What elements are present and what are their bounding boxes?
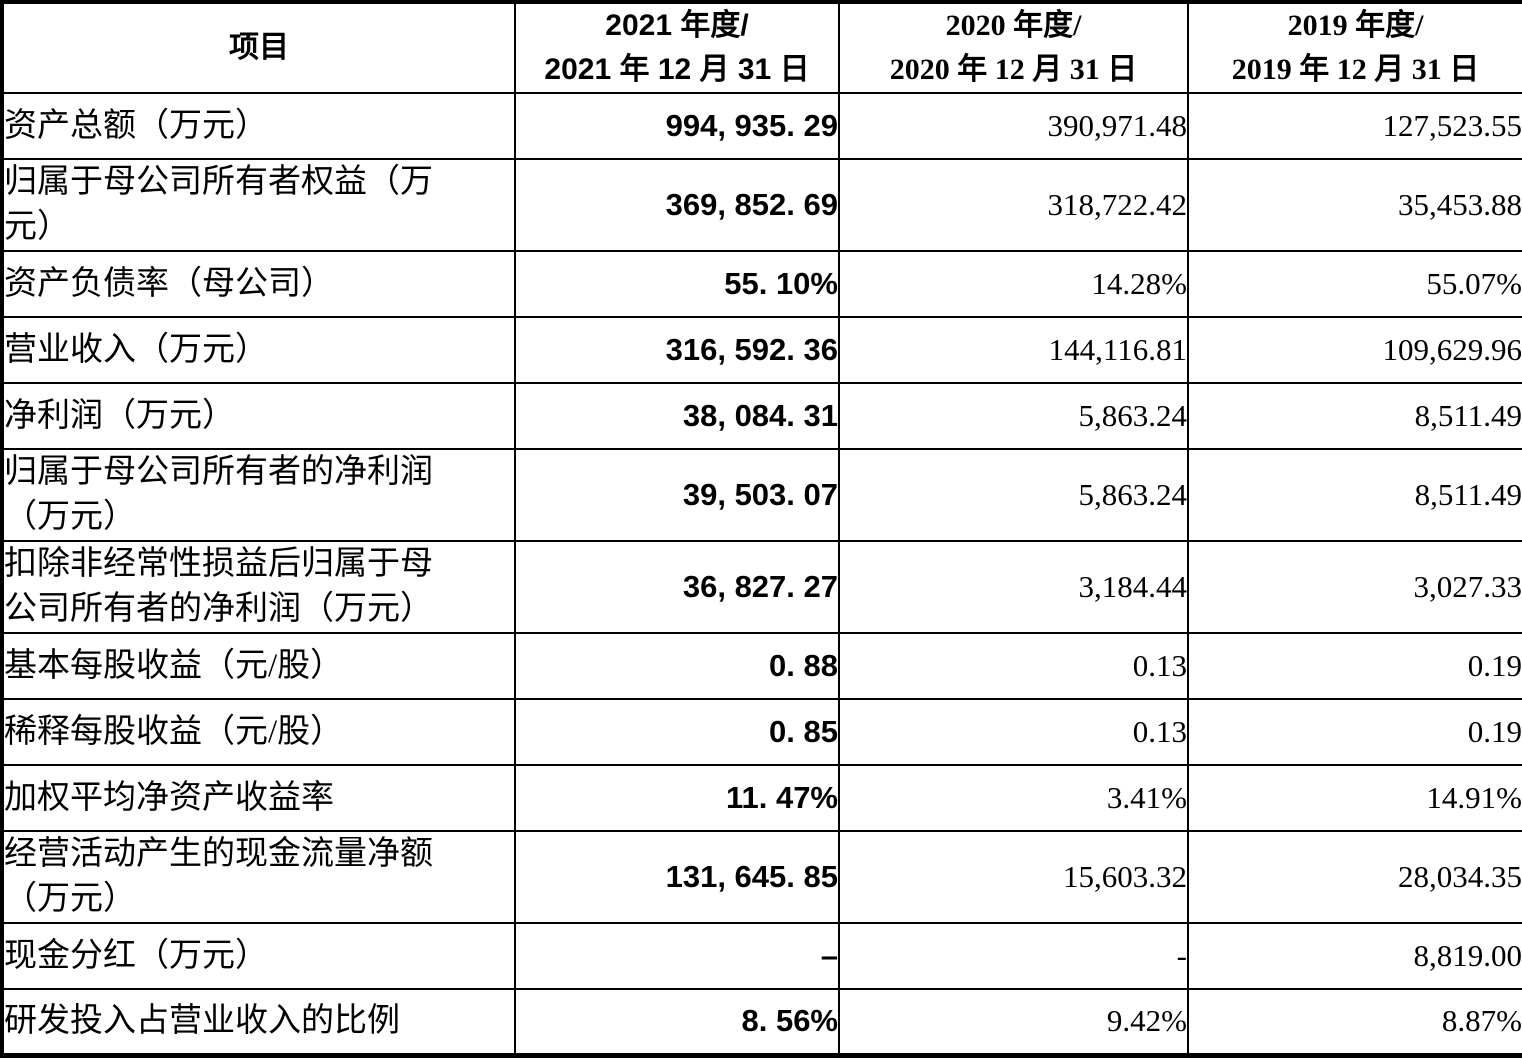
table-row-debt-ratio: 资产负债率（母公司） 55. 10% 14.28% 55.07% (1, 250, 1522, 318)
value-2020: 0.13 (838, 632, 1189, 700)
value-2019: 3,027.33 (1187, 540, 1522, 634)
value-2020: 390,971.48 (838, 92, 1189, 160)
header-period-2019-line2: 2019 年 12 月 31 日 (1231, 53, 1480, 86)
value-2020: 144,116.81 (838, 316, 1189, 384)
header-period-2019-line1: 2019 年度/ (1287, 9, 1424, 42)
header-item: 项目 (1, 1, 516, 94)
table-header-row: 项目 2021 年度/ 2021 年 12 月 31 日 2020 年度/ 20… (1, 1, 1522, 94)
value-2021: 369, 852. 69 (514, 158, 840, 252)
item-label: 研发投入占营业收入的比例 (1, 988, 516, 1058)
table-row-weighted-roe: 加权平均净资产收益率 11. 47% 3.41% 14.91% (1, 764, 1522, 832)
value-2019: 0.19 (1187, 698, 1522, 766)
table-row-net-profit-parent: 归属于母公司所有者的净利润 （万元） 39, 503. 07 5,863.24 … (1, 448, 1522, 542)
item-label: 归属于母公司所有者权益（万 元） (1, 158, 516, 252)
item-label: 稀释每股收益（元/股） (1, 698, 516, 766)
table-row-net-profit: 净利润（万元） 38, 084. 31 5,863.24 8,511.49 (1, 382, 1522, 450)
value-2020: 5,863.24 (838, 448, 1189, 542)
item-label: 归属于母公司所有者的净利润 （万元） (1, 448, 516, 542)
table-row-net-profit-deducted: 扣除非经常性损益后归属于母 公司所有者的净利润（万元） 36, 827. 27 … (1, 540, 1522, 634)
header-period-2021-line1: 2021 年度/ (605, 9, 749, 42)
value-2020: 5,863.24 (838, 382, 1189, 450)
item-label: 扣除非经常性损益后归属于母 公司所有者的净利润（万元） (1, 540, 516, 634)
value-2019: 109,629.96 (1187, 316, 1522, 384)
table-row-total-assets: 资产总额（万元） 994, 935. 29 390,971.48 127,523… (1, 92, 1522, 160)
value-2021: – (514, 922, 840, 990)
header-period-2020-line2: 2020 年 12 月 31 日 (889, 53, 1138, 86)
item-label: 经营活动产生的现金流量净额 （万元） (1, 830, 516, 924)
item-label: 净利润（万元） (1, 382, 516, 450)
header-period-2020: 2020 年度/ 2020 年 12 月 31 日 (838, 1, 1189, 94)
value-2020: 9.42% (838, 988, 1189, 1058)
value-2021: 38, 084. 31 (514, 382, 840, 450)
item-label: 现金分红（万元） (1, 922, 516, 990)
table-row-cash-dividend: 现金分红（万元） – - 8,819.00 (1, 922, 1522, 990)
value-2019: 8.87% (1187, 988, 1522, 1058)
item-label: 加权平均净资产收益率 (1, 764, 516, 832)
table-row-operating-cash-flow: 经营活动产生的现金流量净额 （万元） 131, 645. 85 15,603.3… (1, 830, 1522, 924)
header-period-2021-line2: 2021 年 12 月 31 日 (544, 53, 810, 86)
item-label: 营业收入（万元） (1, 316, 516, 384)
value-2021: 994, 935. 29 (514, 92, 840, 160)
value-2021: 39, 503. 07 (514, 448, 840, 542)
value-2021: 316, 592. 36 (514, 316, 840, 384)
table-row-operating-revenue: 营业收入（万元） 316, 592. 36 144,116.81 109,629… (1, 316, 1522, 384)
value-2021: 8. 56% (514, 988, 840, 1058)
value-2019: 28,034.35 (1187, 830, 1522, 924)
header-period-2020-line1: 2020 年度/ (945, 9, 1082, 42)
header-period-2019: 2019 年度/ 2019 年 12 月 31 日 (1187, 1, 1522, 94)
value-2021: 55. 10% (514, 250, 840, 318)
value-2019: 127,523.55 (1187, 92, 1522, 160)
value-2021: 0. 85 (514, 698, 840, 766)
value-2021: 36, 827. 27 (514, 540, 840, 634)
value-2021: 0. 88 (514, 632, 840, 700)
table-row-diluted-eps: 稀释每股收益（元/股） 0. 85 0.13 0.19 (1, 698, 1522, 766)
table-row-parent-equity: 归属于母公司所有者权益（万 元） 369, 852. 69 318,722.42… (1, 158, 1522, 252)
value-2020: 3,184.44 (838, 540, 1189, 634)
value-2021: 131, 645. 85 (514, 830, 840, 924)
value-2021: 11. 47% (514, 764, 840, 832)
value-2019: 55.07% (1187, 250, 1522, 318)
value-2020: 318,722.42 (838, 158, 1189, 252)
value-2020: 0.13 (838, 698, 1189, 766)
value-2019: 0.19 (1187, 632, 1522, 700)
value-2019: 8,511.49 (1187, 382, 1522, 450)
table-row-basic-eps: 基本每股收益（元/股） 0. 88 0.13 0.19 (1, 632, 1522, 700)
item-label: 资产总额（万元） (1, 92, 516, 160)
value-2019: 14.91% (1187, 764, 1522, 832)
value-2019: 8,511.49 (1187, 448, 1522, 542)
value-2019: 35,453.88 (1187, 158, 1522, 252)
value-2020: - (838, 922, 1189, 990)
header-period-2021: 2021 年度/ 2021 年 12 月 31 日 (514, 1, 840, 94)
value-2020: 14.28% (838, 250, 1189, 318)
value-2020: 3.41% (838, 764, 1189, 832)
item-label: 资产负债率（母公司） (1, 250, 516, 318)
table-row-rd-ratio: 研发投入占营业收入的比例 8. 56% 9.42% 8.87% (1, 988, 1522, 1058)
value-2019: 8,819.00 (1187, 922, 1522, 990)
value-2020: 15,603.32 (838, 830, 1189, 924)
item-label: 基本每股收益（元/股） (1, 632, 516, 700)
